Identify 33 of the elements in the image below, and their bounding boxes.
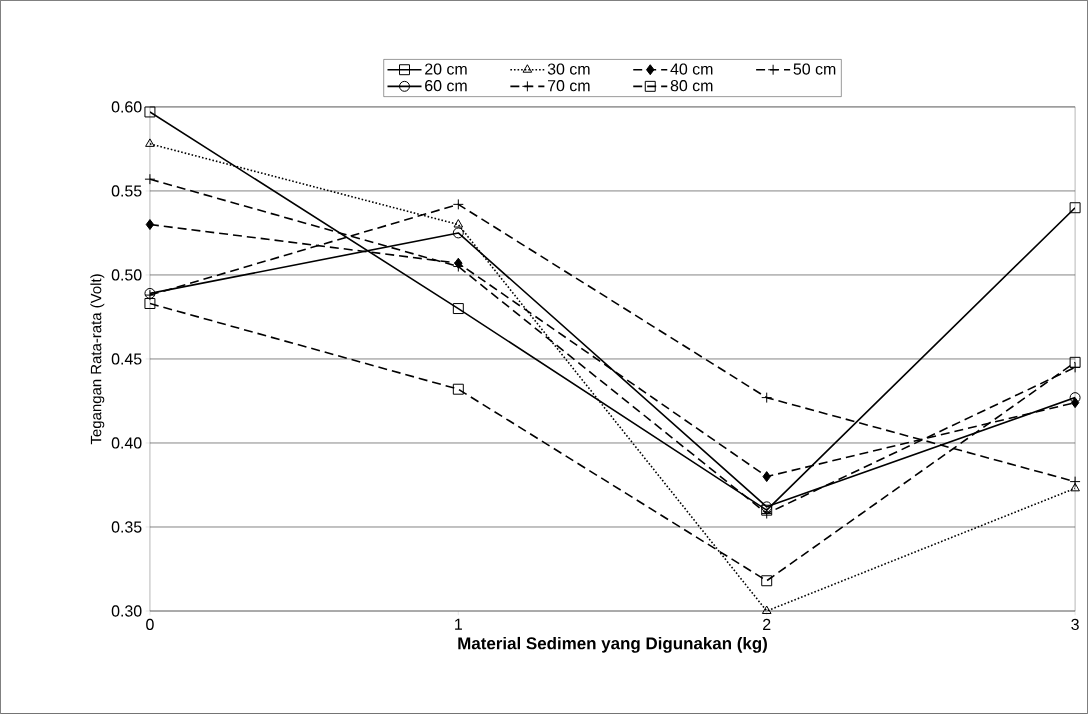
y-tick-label: 0.35 xyxy=(111,521,142,533)
legend-label: 70 cm xyxy=(547,80,590,92)
y-tick-label: 0.55 xyxy=(111,185,142,197)
point xyxy=(452,303,464,315)
point xyxy=(762,471,771,483)
x-tick-label: 2 xyxy=(763,618,771,630)
point xyxy=(452,383,464,395)
point xyxy=(1070,482,1080,492)
point xyxy=(144,298,156,310)
point xyxy=(453,219,464,228)
y-axis-title: Tegangan Rata-rata (Volt) xyxy=(90,274,105,445)
legend-label: 30 cm xyxy=(547,63,590,75)
x-tick-label: 0 xyxy=(146,618,154,631)
legend-label: 60 cm xyxy=(425,80,467,92)
x-axis-title: Material Sedimen yang Digunakan (kg) xyxy=(458,636,767,653)
point xyxy=(145,138,155,147)
x-tick-label: 1 xyxy=(455,618,462,630)
point xyxy=(452,227,464,239)
y-tick-label: 0.60 xyxy=(111,101,142,113)
legend-label: 50 cm xyxy=(793,63,836,75)
y-tick-label: 0.50 xyxy=(111,269,142,281)
point xyxy=(761,605,772,615)
legend-label: 40 cm xyxy=(670,63,713,75)
point xyxy=(761,575,773,587)
y-tick-label: 0.45 xyxy=(111,353,142,365)
point xyxy=(145,219,155,231)
legend-label: 20 cm xyxy=(425,63,467,75)
point xyxy=(144,106,156,118)
x-tick-label: 3 xyxy=(1071,618,1079,631)
point xyxy=(1069,202,1081,214)
y-tick-label: 0.30 xyxy=(111,605,142,617)
legend-label: 80 cm xyxy=(670,80,713,92)
y-tick-label: 0.40 xyxy=(111,437,142,449)
